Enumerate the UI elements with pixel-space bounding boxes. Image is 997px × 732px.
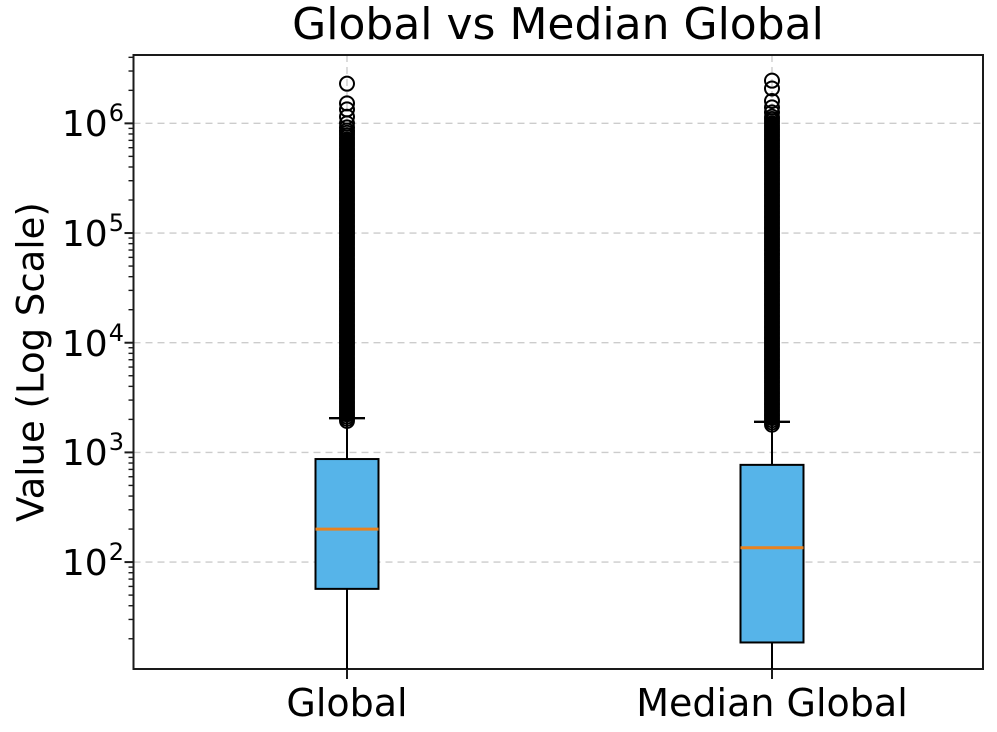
outlier-point [339, 75, 355, 92]
chart-title: Global vs Median Global [292, 0, 824, 50]
y-tick-label-1e2: 102 [61, 538, 124, 585]
x-tick-label-median-global: Median Global [636, 681, 908, 725]
y-tick-label-1e3: 103 [61, 428, 124, 475]
box-global [314, 458, 380, 590]
outlier-point [764, 416, 780, 433]
y-tick-label-1e5: 105 [61, 209, 124, 256]
outlier-point [764, 92, 780, 109]
outlier-point [764, 99, 780, 116]
outlier-point [764, 104, 780, 121]
outlier-point [339, 122, 355, 139]
box-median-global [739, 463, 805, 644]
y-tick-label-1e6: 106 [61, 99, 124, 146]
axis-frame [132, 54, 984, 670]
y-tick-label-1e4: 104 [61, 318, 124, 365]
outlier-point [339, 413, 355, 429]
y-axis-label: Value (Log Scale) [9, 202, 53, 522]
outlier-point [339, 115, 355, 132]
outlier-point [764, 72, 780, 89]
outlier-point [764, 80, 780, 97]
x-tick-label-global: Global [286, 681, 408, 725]
